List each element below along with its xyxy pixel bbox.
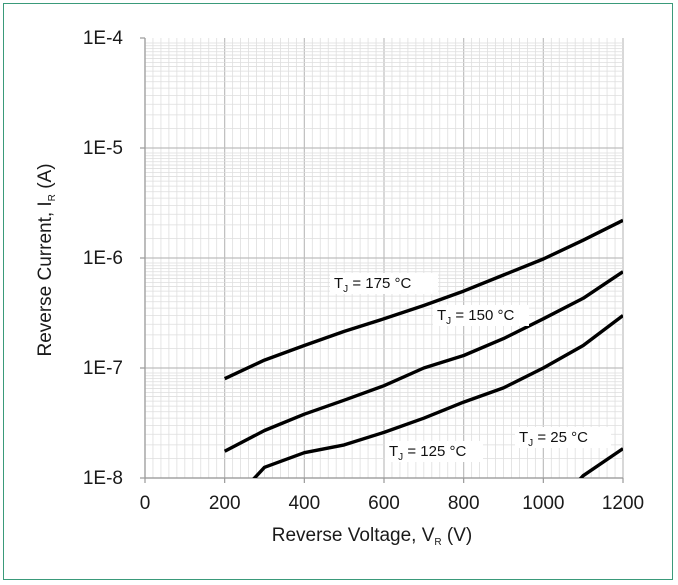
x-tick-label: 600 [368, 493, 400, 514]
series-line-1 [223, 218, 623, 381]
curve-label-bg [385, 441, 483, 462]
x-axis-title-unit: (V) [442, 525, 473, 546]
x-tick-labels: 0 200 400 600 800 1000 1200 [140, 493, 644, 514]
y-tick-label: 1E-5 [83, 138, 123, 159]
curves [223, 218, 623, 478]
x-axis-title-sub: R [434, 537, 441, 548]
y-tick-label: 1E-6 [83, 248, 123, 269]
curve-label-bg [515, 427, 611, 448]
curve-label-bg [433, 305, 529, 326]
curve-label-2: TJ = 150 °C [437, 307, 514, 327]
curve-label-1: TJ = 175 °C [334, 275, 411, 295]
curve-label-backgrounds [330, 273, 611, 462]
x-tick-label: 0 [140, 493, 151, 514]
plot-border [140, 37, 624, 483]
x-tick-label: 200 [209, 493, 241, 514]
series-line-4 [578, 447, 623, 478]
grid [144, 38, 624, 479]
y-tick-labels: 1E-8 1E-7 1E-6 1E-5 1E-4 [83, 28, 124, 489]
x-axis-title-main: Reverse Voltage, V [272, 525, 435, 546]
curve-labels: TJ = 175 °C TJ = 150 °C TJ = 125 °C TJ = 25… [334, 275, 588, 463]
y-tick-label: 1E-8 [83, 468, 123, 489]
y-axis-title-main: Reverse Current, I [35, 201, 56, 356]
curve-label-3: TJ = 125 °C [389, 443, 466, 463]
y-tick-label: 1E-7 [83, 358, 123, 379]
x-tick-label: 1200 [602, 493, 644, 514]
y-axis-title-unit: (A) [35, 163, 56, 194]
x-axis-title: Reverse Voltage, VR (V) [272, 525, 473, 548]
curve-label-bg [330, 273, 438, 294]
y-axis-title: Reverse Current, IR (A) [35, 163, 58, 356]
x-tick-label: 1000 [522, 493, 564, 514]
y-axis-title-sub: R [47, 194, 58, 201]
series-line-3 [252, 314, 623, 478]
curve-label-4: TJ = 25 °C [519, 429, 588, 449]
x-tick-label: 400 [288, 493, 320, 514]
x-tick-label: 800 [448, 493, 480, 514]
series-line-2 [223, 270, 623, 453]
y-tick-label: 1E-4 [83, 28, 124, 49]
